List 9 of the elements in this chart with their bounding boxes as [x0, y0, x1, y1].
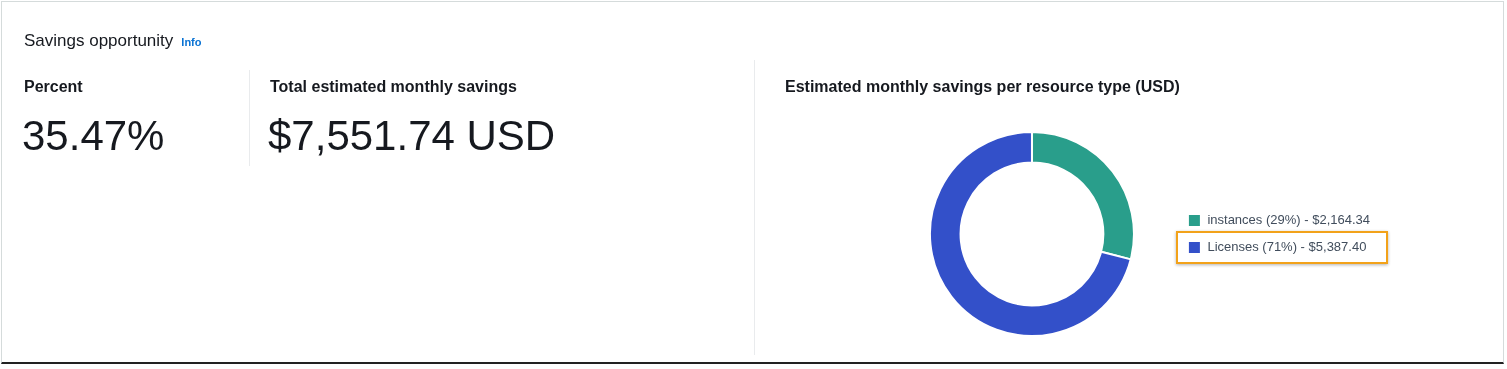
text: Total estimated monthly savings — [270, 78, 517, 96]
legend-label: Licenses (71%) - $5,387.40 — [1207, 239, 1367, 255]
legend-label: instances (29%) - $2,164.34 — [1207, 212, 1371, 228]
text: Info — [181, 36, 202, 48]
text: 35.47% — [22, 112, 165, 160]
text: Savings opportunity — [24, 31, 174, 50]
text: $7,551.74 USD — [268, 112, 556, 160]
text: Percent — [24, 78, 83, 96]
chart-title: Estimated monthly savings per resource type (USD) — [785, 78, 1180, 96]
